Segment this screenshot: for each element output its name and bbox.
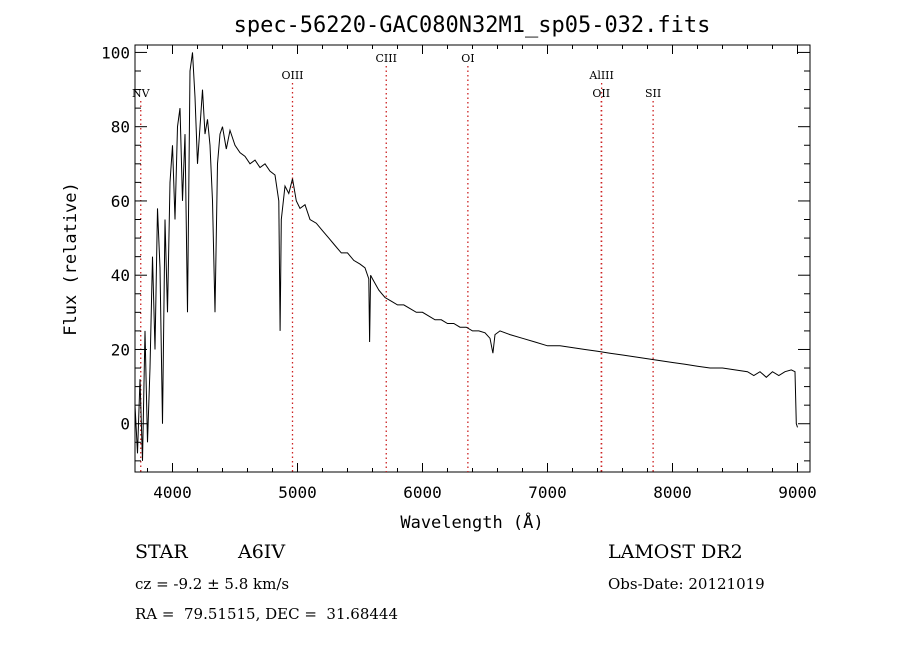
emission-line-label: SII bbox=[645, 87, 661, 100]
emission-line-label: AlIII bbox=[588, 69, 614, 82]
chart-title: spec-56220-GAC080N32M1_sp05-032.fits bbox=[234, 13, 711, 38]
object-subclass: A6IV bbox=[238, 541, 286, 563]
object-class: STAR bbox=[135, 541, 188, 563]
x-tick-label: 5000 bbox=[278, 483, 317, 502]
y-tick-label: 40 bbox=[111, 266, 130, 285]
y-axis-label: Flux (relative) bbox=[61, 182, 81, 336]
emission-line-label: NV bbox=[132, 87, 151, 100]
redshift-readout: cz = -9.2 ± 5.8 km/s bbox=[135, 575, 290, 593]
y-tick-label: 0 bbox=[120, 415, 130, 434]
y-tick-label: 100 bbox=[101, 43, 130, 62]
y-tick-label: 60 bbox=[111, 192, 130, 211]
emission-line-label: OII bbox=[592, 87, 610, 100]
emission-line-label: CIII bbox=[376, 52, 397, 65]
emission-line-markers bbox=[140, 66, 654, 472]
observation-date: Obs-Date: 20121019 bbox=[608, 575, 765, 593]
emission-line-label: OIII bbox=[281, 69, 303, 82]
plot-frame bbox=[134, 44, 811, 473]
x-tick-label: 7000 bbox=[528, 483, 567, 502]
x-tick-label: 9000 bbox=[778, 483, 817, 502]
spectrum-line bbox=[134, 52, 798, 461]
x-tick-label: 4000 bbox=[153, 483, 192, 502]
y-tick-label: 80 bbox=[111, 118, 130, 137]
x-axis-label: Wavelength (Å) bbox=[400, 511, 543, 533]
x-tick-label: 6000 bbox=[403, 483, 442, 502]
x-axis-ticks: 4000 5000 6000 7000 8000 9000 bbox=[147, 45, 817, 502]
y-tick-label: 20 bbox=[111, 340, 130, 359]
survey-name: LAMOST DR2 bbox=[608, 541, 743, 563]
y-axis-ticks: 0 20 40 60 80 100 bbox=[101, 43, 810, 462]
emission-line-label: OI bbox=[461, 52, 474, 65]
coordinates-readout: RA = 79.51515, DEC = 31.68444 bbox=[135, 605, 399, 623]
x-tick-label: 8000 bbox=[653, 483, 692, 502]
emission-line-labels: NV OIII CIII OI AlIII OII SII bbox=[132, 52, 661, 100]
